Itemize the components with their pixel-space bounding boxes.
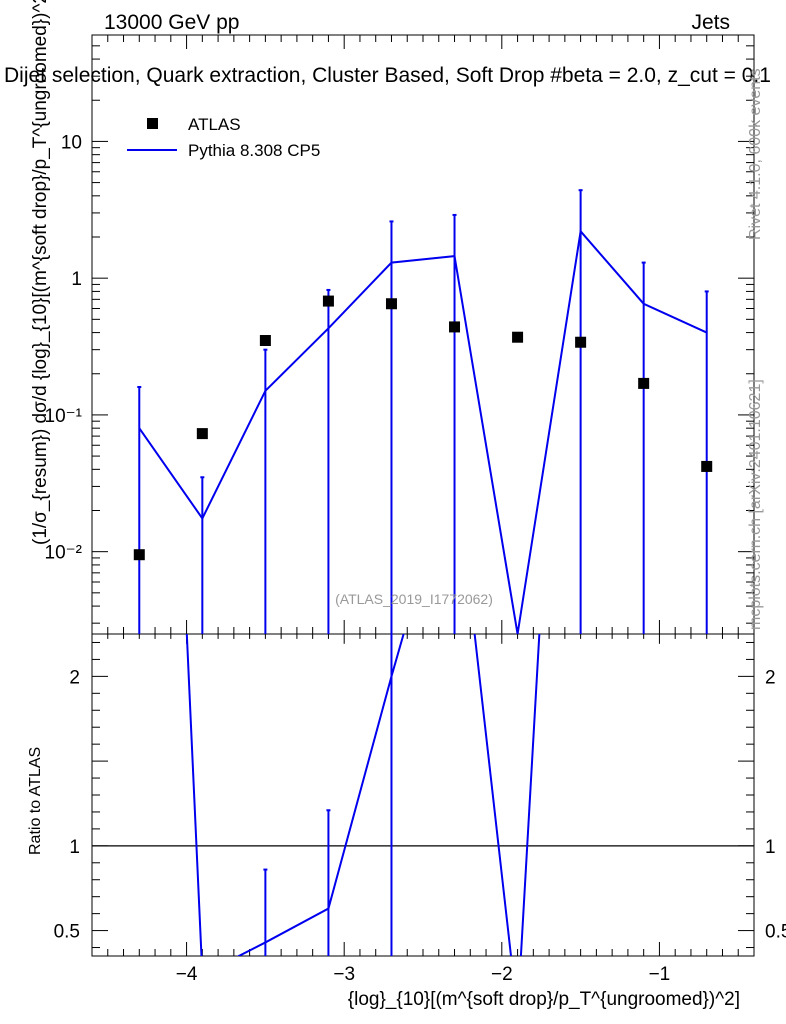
analysis-watermark: (ATLAS_2019_I1772062) [335,591,493,607]
rivet-version-label: Rivet 4.1.0, 600k events [747,68,764,240]
mcplots-source-label: mcplots.cern.ch [arXiv:2401.10621] [747,379,764,630]
tick-labels: −4 −3 −2 −1 10 1 10⁻¹ 10⁻² 2 2 1 1 0.5 0.5 [45,132,786,985]
legend-pythia-label: Pythia 8.308 CP5 [188,141,320,160]
main-panel-data [133,189,713,634]
atlas-data-point [133,549,145,561]
ratio-y-tick-label-right: 0.5 [765,922,786,943]
main-y-tick-label: 1 [71,269,82,290]
legend-atlas-marker [147,118,158,129]
x-tick-label: −3 [333,964,355,985]
ratio-y-tick-label: 0.5 [54,922,80,943]
atlas-data-point [512,331,524,343]
main-y-axis-label: (1/σ_{resum}) dσ/d {log}_{10}[(m^{soft d… [30,0,51,545]
atlas-data-point [449,321,461,333]
main-y-tick-label: 10⁻¹ [45,406,83,427]
plot-title: Dijet selection, Quark extraction, Clust… [4,64,771,87]
atlas-data-point [196,428,208,440]
header-left: 13000 GeV pp [104,11,239,34]
ratio-y-tick-label: 2 [69,667,80,688]
x-tick-label: −2 [491,964,513,985]
main-y-tick-label: 10 [61,132,82,153]
legend-atlas-label: ATLAS [188,115,241,134]
atlas-data-point [385,298,397,310]
ratio-y-tick-label-right: 1 [765,837,776,858]
ratio-y-tick-label: 1 [69,837,80,858]
x-tick-label: −1 [649,964,671,985]
ratio-panel-frame [91,633,755,957]
axis-ticks [91,34,755,956]
x-axis-label: {log}_{10}[(m^{soft drop}/p_T^{ungroomed… [348,989,740,1010]
x-tick-label: −4 [176,964,198,985]
atlas-data-point [638,377,650,389]
atlas-data-point [575,336,587,348]
atlas-data-point [259,335,271,347]
atlas-data-point [322,295,334,307]
atlas-data-point [701,460,713,472]
pythia-line [138,229,708,634]
main-y-tick-label: 10⁻² [45,543,83,564]
ratio-y-axis-label: Ratio to ATLAS [27,747,44,855]
header-right: Jets [691,11,730,34]
ratio-y-tick-label-right: 2 [765,667,776,688]
ratio-panel-data [92,634,754,956]
